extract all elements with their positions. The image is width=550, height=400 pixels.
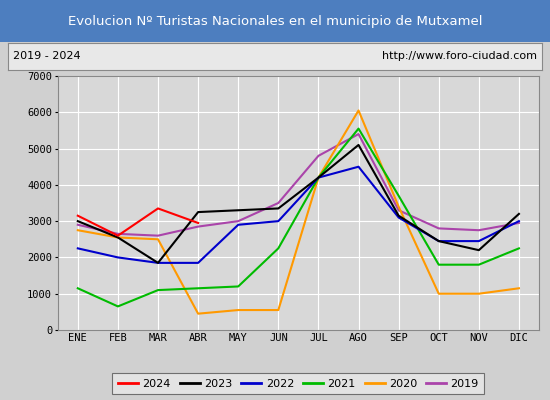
Text: Evolucion Nº Turistas Nacionales en el municipio de Mutxamel: Evolucion Nº Turistas Nacionales en el m… [68,14,482,28]
Legend: 2024, 2023, 2022, 2021, 2020, 2019: 2024, 2023, 2022, 2021, 2020, 2019 [112,373,485,394]
Text: http://www.foro-ciudad.com: http://www.foro-ciudad.com [382,51,537,61]
Text: 2019 - 2024: 2019 - 2024 [13,51,80,61]
